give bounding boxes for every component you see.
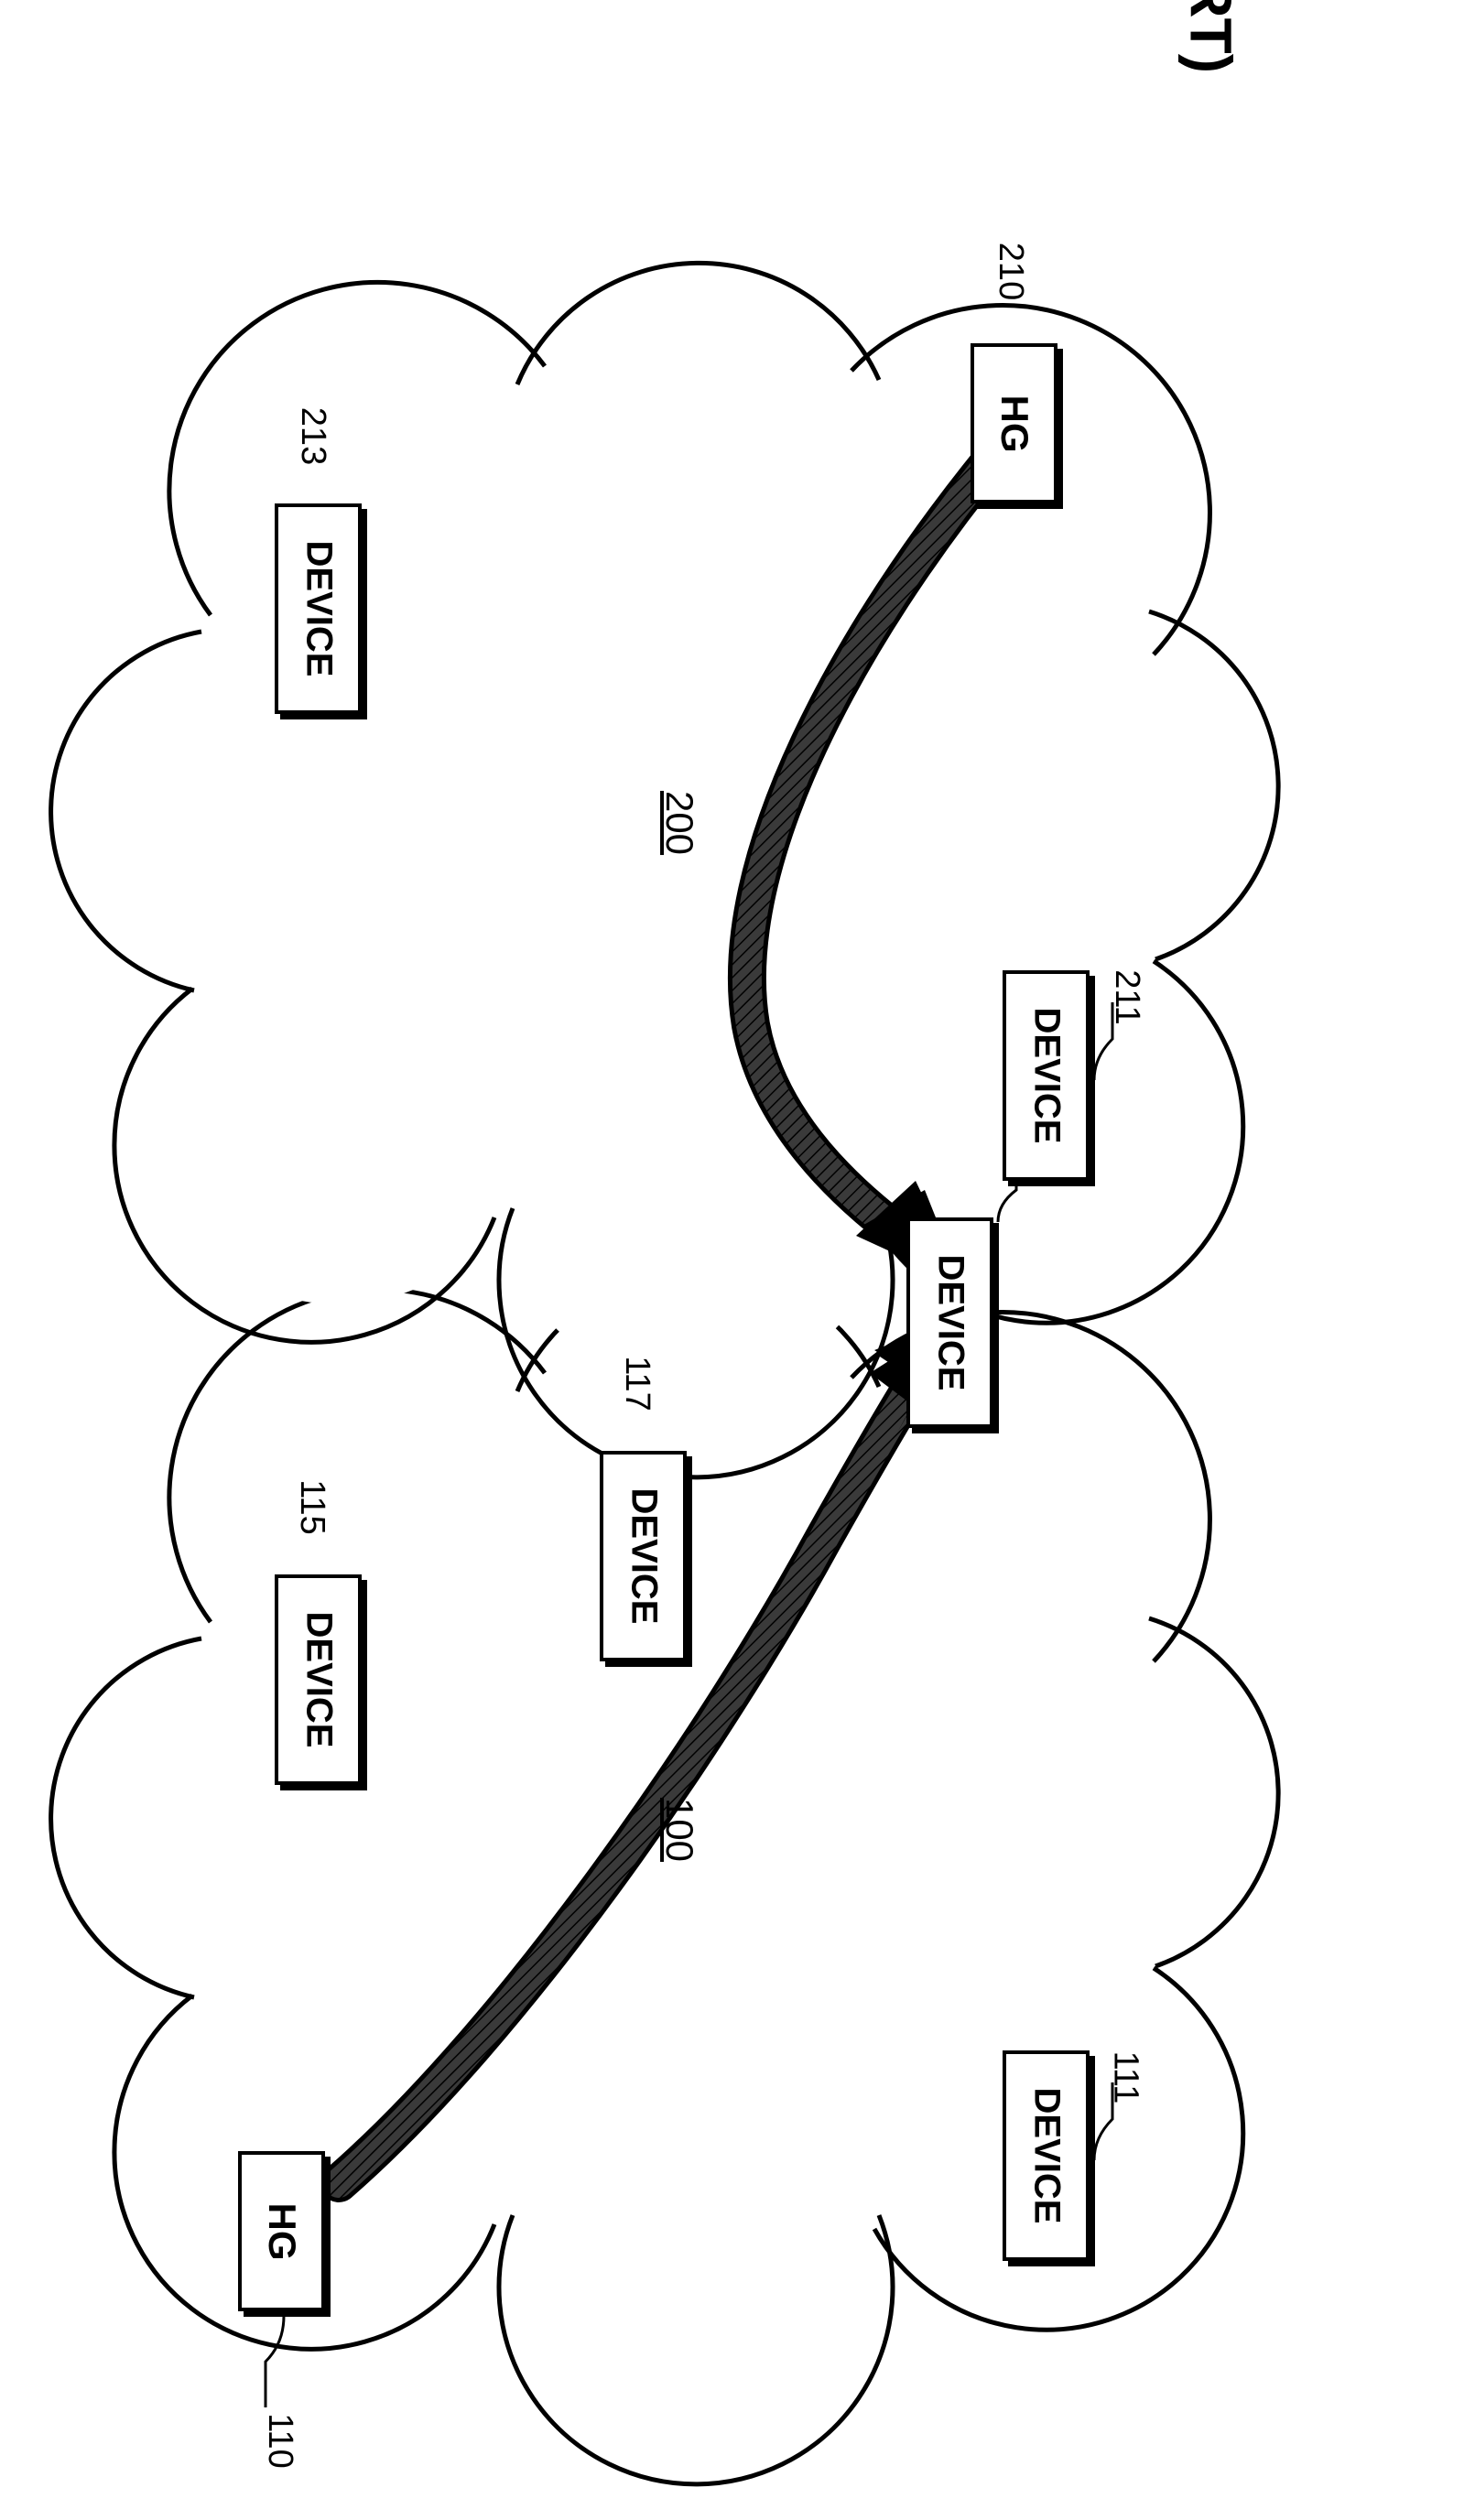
- ref-211: 211: [1107, 969, 1146, 1025]
- box-device-117: DEVICE: [600, 1451, 687, 1661]
- box-device-113: DEVICE: [906, 1217, 993, 1428]
- box-device-113-label: DEVICE: [929, 1255, 971, 1391]
- box-device-211-label: DEVICE: [1025, 1008, 1067, 1144]
- box-device-213: DEVICE: [275, 503, 362, 714]
- diagram-stage: FIG. 1 (PRIOR ART) 100 200 HG 110 DEVICE…: [0, 0, 1475, 2520]
- box-device-211: DEVICE: [1003, 970, 1090, 1181]
- cloud-id-100: 100: [657, 1798, 701, 1862]
- box-device-111: DEVICE: [1003, 2050, 1090, 2261]
- box-hg-210: HG: [971, 343, 1057, 503]
- box-device-111-label: DEVICE: [1025, 2088, 1067, 2224]
- ref-115: 115: [292, 1479, 331, 1535]
- box-device-115-label: DEVICE: [298, 1612, 339, 1748]
- box-device-117-label: DEVICE: [623, 1488, 664, 1625]
- ref-110: 110: [260, 2413, 299, 2469]
- figure-title: FIG. 1 (PRIOR ART): [1177, 0, 1329, 73]
- box-hg-110-label: HG: [260, 2202, 304, 2260]
- box-hg-210-label: HG: [992, 395, 1036, 452]
- ref-111: 111: [1105, 2051, 1144, 2104]
- box-device-213-label: DEVICE: [298, 541, 339, 677]
- ref-210: 210: [991, 243, 1030, 300]
- cloud-id-200: 200: [657, 791, 701, 855]
- box-device-115: DEVICE: [275, 1574, 362, 1785]
- box-hg-110: HG: [238, 2151, 325, 2311]
- title-line-1: FIG. 1: [1244, 0, 1329, 73]
- svg-layer: [0, 0, 1475, 2520]
- ref-117: 117: [617, 1356, 656, 1411]
- title-line-2: (PRIOR ART): [1177, 0, 1244, 73]
- ref-213: 213: [293, 407, 332, 465]
